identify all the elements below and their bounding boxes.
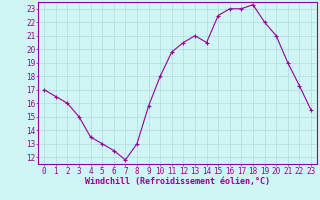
X-axis label: Windchill (Refroidissement éolien,°C): Windchill (Refroidissement éolien,°C) [85, 177, 270, 186]
